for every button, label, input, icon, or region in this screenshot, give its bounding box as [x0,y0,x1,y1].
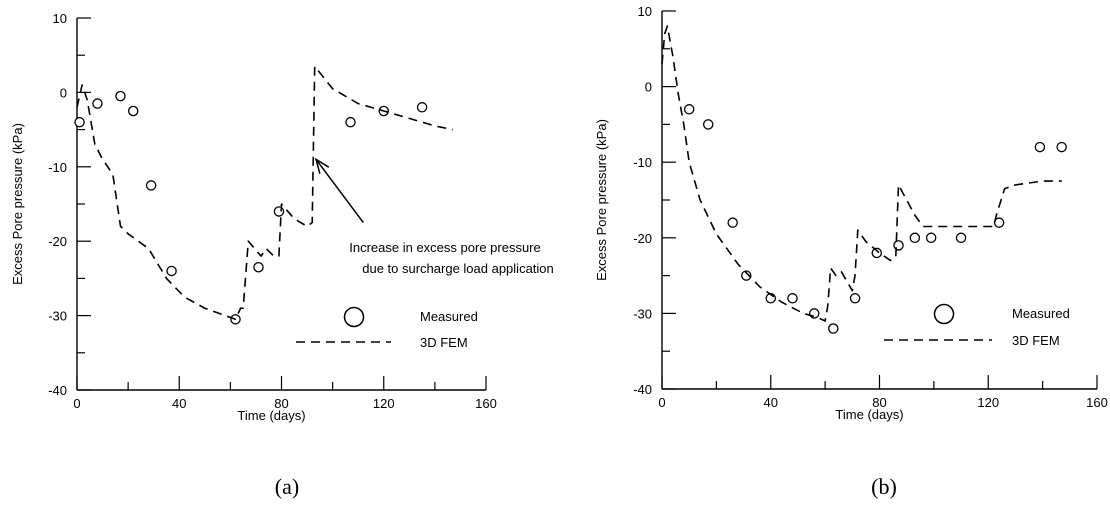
x-tick-label: 80 [872,395,886,410]
y-axis-label: Excess Pore pressure (kPa) [594,119,609,281]
measured-point [993,217,1005,228]
chart-panel-b: -40 -30 -20 -10 0 10 0 40 80 120 160 Time (days) Exc… [594,4,1108,499]
series-3d-fem-line [661,25,1062,322]
measured-point [809,308,820,319]
measured-point [683,104,695,115]
legend-measured-marker [933,303,955,325]
x-tick-label: 160 [475,396,497,411]
measured-point [871,247,883,259]
measured-point [1056,141,1067,153]
y-axis-label: Excess Pore pressure (kPa) [10,123,25,285]
measured-point [416,102,428,113]
annotation-line-1: Increase in excess pore pressure [349,240,540,255]
y-tick-label: -10 [48,160,67,175]
measured-point [92,98,103,109]
y-tick-label: -20 [48,234,67,249]
y-tick-label: -40 [633,382,652,397]
x-tick-label: 80 [274,396,288,411]
y-tick-label: -10 [633,155,652,170]
measured-point [1034,141,1046,153]
annotation-line-2: due to surcharge load application [362,261,554,276]
panel-caption: (b) [871,474,897,499]
measured-point [166,265,177,277]
measured-point [828,323,839,334]
x-tick-label: 40 [172,396,186,411]
x-axis-label: Time (days) [835,407,903,422]
y-tick-label: -30 [633,306,652,321]
x-axis-label: Time (days) [237,408,305,423]
measured-point [253,261,264,273]
x-tick-label: 120 [977,395,999,410]
measured-point [955,232,967,244]
annotation-arrow-shaft [315,158,364,224]
legend-measured-label: Measured [1012,306,1070,321]
chart-panel-a: -40 -30 -20 -10 0 10 0 40 80 120 160 Time (days) Exc… [10,11,554,499]
x-tick-label: 120 [373,396,395,411]
y-tick-label: 10 [638,4,652,19]
x-tick-label: 0 [658,395,665,410]
measured-point [74,116,85,128]
measured-point [702,119,714,130]
legend-3d-fem-label: 3D FEM [420,335,468,350]
y-tick-label: -30 [48,309,67,324]
measured-point [115,90,126,102]
y-tick-label: -40 [48,383,67,398]
series-3d-fem-line [76,65,453,321]
legend-measured-marker [343,306,365,328]
annotation-arrow-head [314,157,330,175]
x-tick-label: 40 [764,395,778,410]
measured-point [909,232,921,244]
y-tick-label: -20 [633,231,652,246]
y-tick-label: 0 [645,80,652,95]
measured-point [741,270,752,281]
legend-measured-label: Measured [420,309,478,324]
measured-point [273,206,285,217]
panel-caption: (a) [275,474,299,499]
measured-point [727,217,738,228]
measured-point [345,116,356,128]
x-tick-label: 0 [73,396,80,411]
measured-point [787,293,798,304]
measured-point [127,105,139,117]
y-tick-label: 10 [53,11,67,26]
measured-point [849,293,861,304]
measured-point [145,180,157,191]
measured-point [925,232,937,244]
x-tick-label: 160 [1086,395,1108,410]
legend-3d-fem-label: 3D FEM [1012,333,1060,348]
y-tick-label: 0 [60,85,67,100]
